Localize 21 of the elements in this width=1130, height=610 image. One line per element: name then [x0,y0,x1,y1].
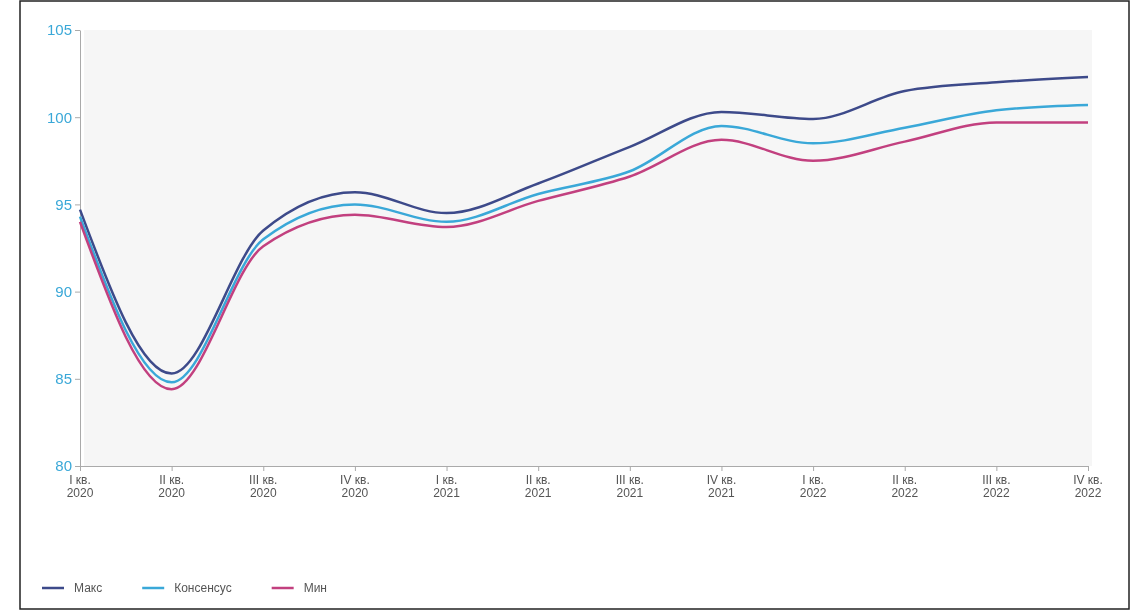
y-tick-label: 90 [55,282,72,300]
y-tick-label: 85 [55,370,72,388]
legend-label: Консенсус [174,581,232,595]
x-tick-label: II кв. 2022 [891,473,919,500]
y-tick-label: 80 [55,457,72,475]
x-tick-label: III кв. 2021 [615,473,644,500]
x-tick-label: III кв. 2020 [249,473,278,500]
legend-label: Макс [74,581,103,595]
x-tick-label: I кв. 2021 [433,473,461,500]
y-tick-label: 105 [46,21,72,39]
legend-label: Мин [303,581,327,595]
x-tick-label: IV кв. 2020 [340,473,370,500]
x-tick-label: I кв. 2020 [66,473,94,500]
y-tick-label: 100 [46,108,72,126]
y-tick-label: 95 [55,195,72,213]
x-tick-label: II кв. 2021 [524,473,552,500]
x-tick-label: I кв. 2022 [799,473,827,500]
x-tick-label: IV кв. 2022 [1073,473,1103,500]
x-tick-label: IV кв. 2021 [706,473,737,500]
x-tick-label: III кв. 2022 [982,473,1011,500]
x-tick-label: II кв. 2020 [158,473,186,500]
